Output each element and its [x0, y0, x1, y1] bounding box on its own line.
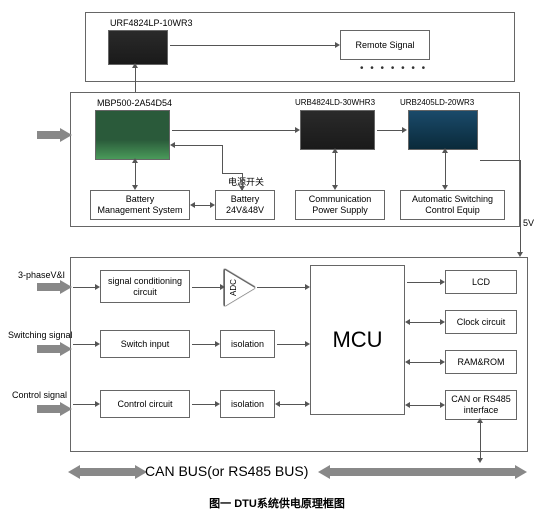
switch-label: 电源开关 — [228, 175, 264, 188]
sig3-arrow — [60, 280, 72, 294]
bus-label: CAN BUS(or RS485 BUS) — [145, 463, 308, 479]
remote-signal-box: Remote Signal — [340, 30, 430, 60]
mid-part1-label: MBP500-2A54D54 — [97, 98, 172, 108]
caption: 图一 DTU系统供电原理框图 — [0, 495, 554, 511]
iso2-box: isolation — [220, 390, 275, 418]
ctlsig-arrow — [60, 402, 72, 416]
swsig-arrow — [60, 342, 72, 356]
mid-product1 — [95, 110, 170, 160]
bms-box: Battery Management System — [90, 190, 190, 220]
ram-box: RAM&ROM — [445, 350, 517, 374]
auto-box: Automatic Switching Control Equip — [400, 190, 505, 220]
iso1-box: isolation — [220, 330, 275, 358]
mid-product3 — [408, 110, 478, 150]
dots: • • • • • • • — [360, 63, 427, 74]
lcd-box: LCD — [445, 270, 517, 294]
bus-arrow-left — [80, 468, 135, 476]
ctlsig-label: Control signal — [12, 390, 67, 400]
bus-arrow-right — [330, 468, 515, 476]
mid-part3-label: URB2405LD-20WR3 — [400, 98, 474, 107]
top-product — [108, 30, 168, 65]
mid-input-arrow — [60, 128, 72, 142]
comm-box: Communication Power Supply — [295, 190, 385, 220]
mcu-box: MCU — [310, 265, 405, 415]
can-box: CAN or RS485 interface — [445, 390, 517, 420]
cond-box: signal conditioning circuit — [100, 270, 190, 303]
mid-product2 — [300, 110, 375, 150]
diagram-canvas: URF4824LP-10WR3 Remote Signal • • • • • … — [0, 0, 554, 519]
adc-label: ADC — [229, 279, 238, 296]
swin-box: Switch input — [100, 330, 190, 358]
swsig-label: Switching signal — [8, 330, 73, 340]
mid-part2-label: URB4824LD-30WHR3 — [295, 98, 375, 107]
clk-box: Clock circuit — [445, 310, 517, 334]
top-part-label: URF4824LP-10WR3 — [110, 18, 193, 28]
sig3-label: 3-phaseV&I — [18, 270, 65, 280]
v5-label: 5V — [523, 218, 534, 228]
ctrl-box: Control circuit — [100, 390, 190, 418]
battery-box: Battery 24V&48V — [215, 190, 275, 220]
